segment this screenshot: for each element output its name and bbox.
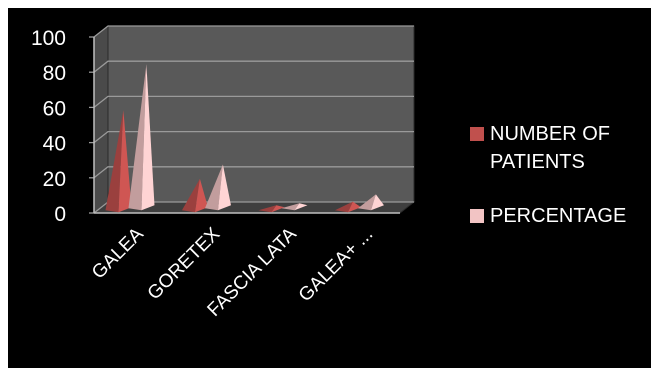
x-tick-label: GALEA+ ... <box>295 224 377 306</box>
legend-item-number-of-patients: NUMBER OF PATIENTS <box>470 120 650 176</box>
pyramid-percentage-face-left <box>204 164 223 211</box>
y-tick-label: 100 <box>31 27 66 50</box>
pyramid-percentage-face-left <box>281 203 300 211</box>
legend-label-number-of-patients: NUMBER OF PATIENTS <box>490 123 610 173</box>
x-tick-label: GALEA <box>88 223 148 283</box>
pyramid-percentage-face-left <box>128 64 147 211</box>
gridline <box>93 25 414 38</box>
pyramid-number-of-patients-face-right <box>347 201 361 213</box>
pyramid-number-of-patients-face-right <box>118 110 132 213</box>
gridline <box>93 95 414 108</box>
legend-swatch-number-of-patients <box>470 127 484 141</box>
pyramid-number-of-patients-face-right <box>194 178 208 213</box>
pyramid-number-of-patients-face-left <box>181 178 200 213</box>
gridline <box>93 130 414 144</box>
pyramid-percentage-face-right <box>294 203 308 211</box>
back-wall <box>107 25 415 203</box>
legend-label-percentage: PERCENTAGE <box>490 205 627 227</box>
legend: NUMBER OF PATIENTS PERCENTAGE <box>470 120 650 256</box>
y-tick-label: 80 <box>43 62 66 85</box>
pyramid-number-of-patients-face-right <box>271 205 285 213</box>
side-wall <box>93 24 109 215</box>
pyramid-percentage-face-left <box>357 194 376 211</box>
pyramid-number-of-patients-face-left <box>258 205 277 213</box>
pyramid-number-of-patients-face-left <box>334 201 353 213</box>
y-tick-label: 40 <box>43 133 66 156</box>
pyramid-percentage-face-right <box>370 194 384 211</box>
legend-item-percentage: PERCENTAGE <box>470 202 650 230</box>
pyramid-percentage-face-right <box>217 164 231 211</box>
legend-swatch-percentage <box>470 209 484 223</box>
y-tick-label: 0 <box>54 203 66 226</box>
gridline <box>93 166 414 179</box>
chart-panel: 0 20 40 60 80 100 GALEA GORETEX FASCIA LATA GALEA… <box>8 8 651 368</box>
x-tick-label: GORETEX <box>144 223 225 304</box>
y-tick-label: 20 <box>43 168 66 191</box>
y-tick-label: 60 <box>43 97 66 120</box>
pyramid-percentage-face-right <box>141 64 155 211</box>
pyramid-number-of-patients-face-left <box>105 110 124 213</box>
gridline <box>93 60 414 73</box>
